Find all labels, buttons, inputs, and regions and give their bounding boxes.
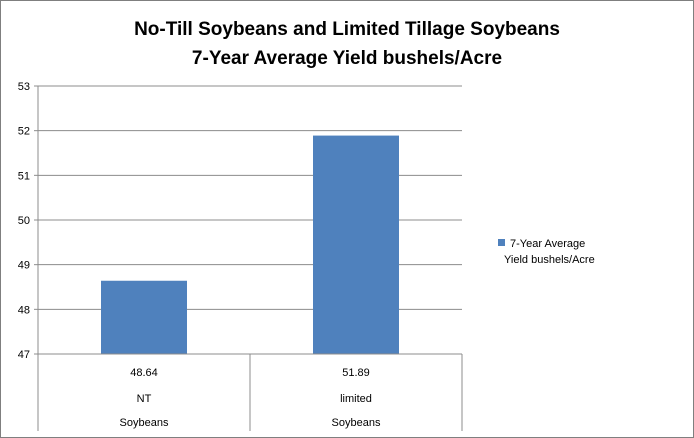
- data-label: 51.89: [342, 367, 370, 379]
- y-tick-label: 52: [18, 126, 30, 138]
- category-label: Soybeans: [332, 417, 381, 429]
- y-tick-label: 51: [18, 170, 30, 182]
- chart-subtitle: 7-Year Average Yield bushels/Acre: [192, 48, 502, 69]
- category-label: limited: [340, 393, 372, 405]
- y-tick-label: 47: [18, 349, 30, 361]
- y-tick-label: 49: [18, 260, 30, 272]
- bar: [101, 280, 187, 354]
- legend-label: 7-Year Average: [510, 238, 585, 250]
- y-tick-labels: 47 48 49 50 51 52 53: [18, 81, 30, 361]
- category-label: NT: [137, 393, 152, 405]
- y-tick-label: 48: [18, 304, 30, 316]
- legend-label: Yield bushels/Acre: [504, 254, 595, 266]
- bar: [313, 135, 399, 354]
- legend-swatch: [498, 239, 505, 246]
- y-tick-label: 53: [18, 81, 30, 93]
- bars: [101, 135, 399, 354]
- legend: 7-Year Average Yield bushels/Acre: [498, 238, 595, 266]
- category-label: Soybeans: [120, 417, 169, 429]
- y-tick-label: 50: [18, 215, 30, 227]
- chart-title: No-Till Soybeans and Limited Tillage Soy…: [134, 19, 560, 40]
- data-label: 48.64: [130, 367, 158, 379]
- data-table: 48.64 NT Soybeans 51.89 limited Soybeans: [120, 354, 463, 431]
